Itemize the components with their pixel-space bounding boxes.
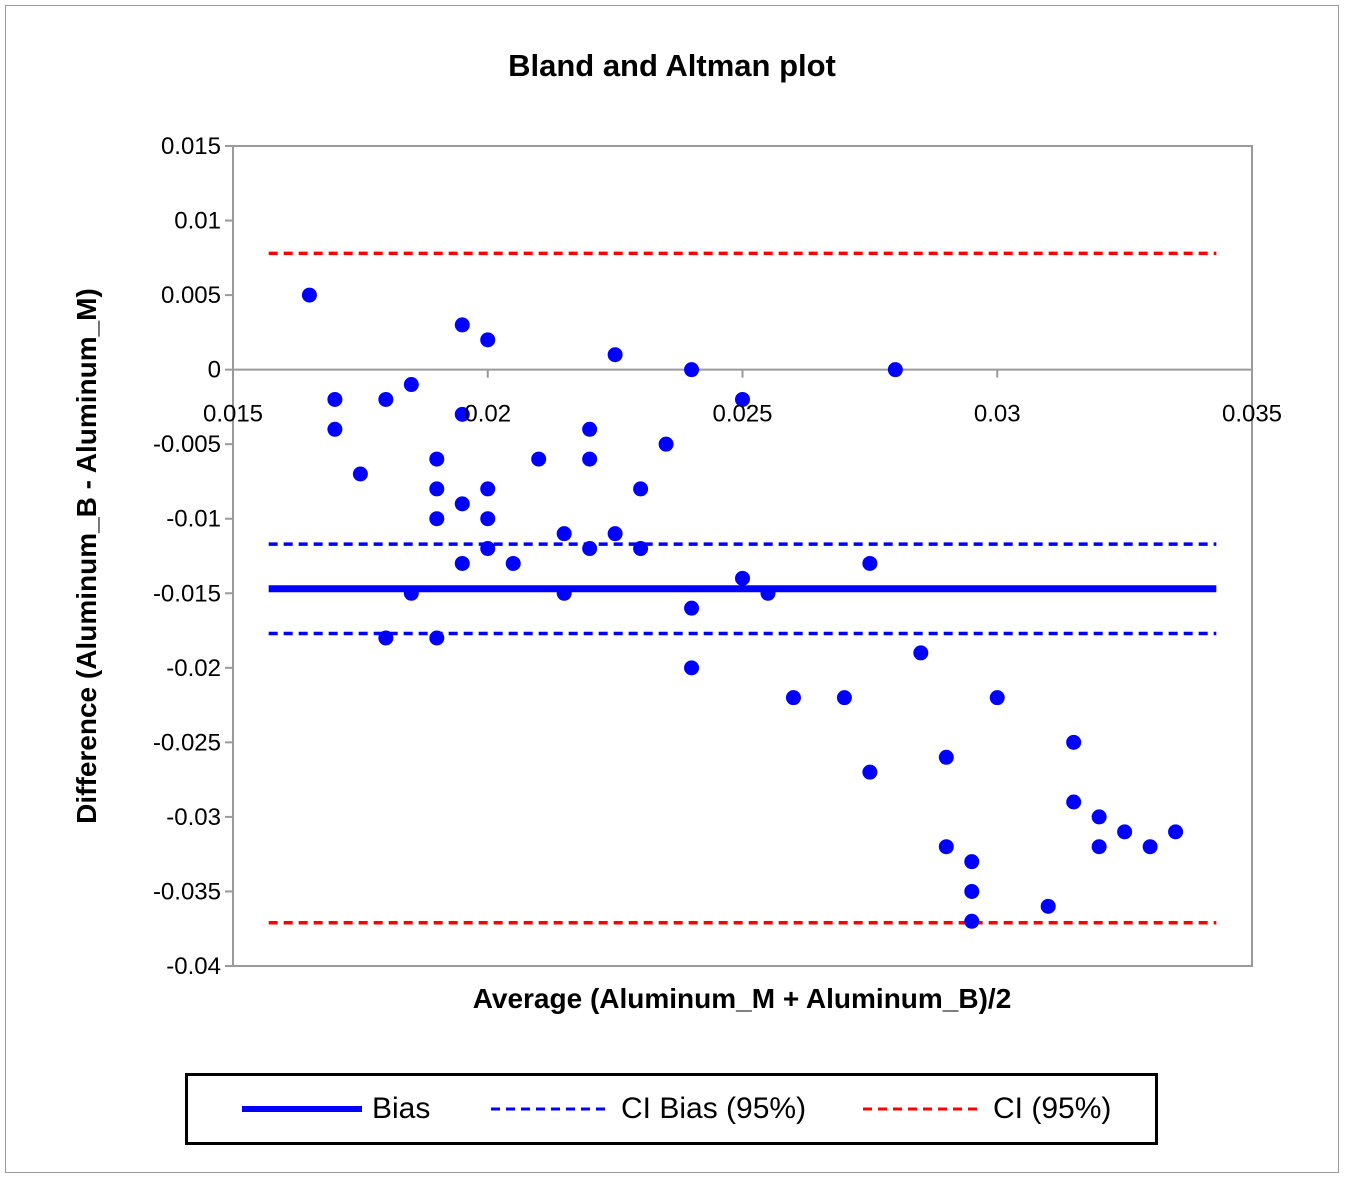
data-point bbox=[760, 585, 776, 601]
legend-item-ci-bias: CI Bias (95%) bbox=[489, 1076, 806, 1142]
chart-title: Bland and Altman plot bbox=[508, 48, 836, 83]
y-tick-label: -0.04 bbox=[166, 953, 221, 980]
y-tick-label: 0.005 bbox=[161, 282, 221, 309]
data-point bbox=[658, 436, 674, 452]
data-points bbox=[301, 287, 1184, 929]
data-point bbox=[582, 421, 598, 437]
data-point bbox=[1066, 794, 1082, 810]
legend-swatch-bias bbox=[242, 1106, 362, 1112]
data-point bbox=[505, 555, 521, 571]
x-tick-label: 0.02 bbox=[464, 401, 511, 428]
data-point bbox=[684, 362, 700, 378]
data-point bbox=[403, 377, 419, 393]
data-point bbox=[607, 526, 623, 542]
x-tick-label: 0.025 bbox=[712, 401, 772, 428]
data-point bbox=[429, 481, 445, 497]
legend-swatch-ci-bias bbox=[491, 1107, 611, 1111]
data-point bbox=[1091, 809, 1107, 825]
data-point bbox=[607, 347, 623, 363]
data-point bbox=[403, 585, 419, 601]
data-point bbox=[556, 526, 572, 542]
y-tick-label: 0.01 bbox=[174, 208, 221, 235]
data-point bbox=[938, 749, 954, 765]
y-tick-label: -0.015 bbox=[153, 580, 221, 607]
plot-border bbox=[232, 145, 1253, 967]
data-point bbox=[582, 451, 598, 467]
data-point bbox=[1040, 898, 1056, 914]
x-axis-title: Average (Aluminum_M + Aluminum_B)/2 bbox=[473, 983, 1012, 1014]
data-point bbox=[989, 690, 1005, 706]
data-point bbox=[964, 854, 980, 870]
data-point bbox=[327, 421, 343, 437]
data-point bbox=[862, 764, 878, 780]
data-point bbox=[454, 317, 470, 333]
data-point bbox=[429, 451, 445, 467]
data-point bbox=[1117, 824, 1133, 840]
legend: Bias CI Bias (95%) CI (95%) bbox=[185, 1073, 1158, 1145]
data-point bbox=[480, 481, 496, 497]
y-axis-title: Difference (Aluminum_B - Aluminum_M) bbox=[71, 288, 102, 824]
data-point bbox=[1066, 734, 1082, 750]
legend-item-ci: CI (95%) bbox=[861, 1076, 1111, 1142]
data-point bbox=[785, 690, 801, 706]
data-point bbox=[327, 391, 343, 407]
y-tick-label: -0.01 bbox=[166, 506, 221, 533]
data-point bbox=[429, 630, 445, 646]
data-point bbox=[480, 332, 496, 348]
data-point bbox=[964, 883, 980, 899]
data-point bbox=[633, 481, 649, 497]
y-tick-label: -0.03 bbox=[166, 804, 221, 831]
data-point bbox=[836, 690, 852, 706]
data-point bbox=[735, 570, 750, 586]
data-point bbox=[913, 645, 929, 661]
legend-swatch-ci bbox=[863, 1107, 983, 1111]
data-point bbox=[964, 913, 980, 929]
data-point bbox=[1142, 839, 1158, 855]
y-tick-label: 0.015 bbox=[161, 133, 221, 160]
x-tick-label: 0.035 bbox=[1222, 401, 1282, 428]
data-point bbox=[352, 466, 368, 482]
data-point bbox=[480, 541, 496, 557]
data-point bbox=[684, 660, 700, 676]
legend-label-bias: Bias bbox=[372, 1092, 431, 1125]
legend-label-ci-bias: CI Bias (95%) bbox=[621, 1092, 807, 1125]
axis-ticks: 0.015 0.01 0.005 0 -0.005 -0.01 -0.015 -0.02 -0.… bbox=[153, 133, 1282, 980]
data-point bbox=[531, 451, 547, 467]
data-point bbox=[454, 406, 470, 422]
reference-lines bbox=[268, 251, 1217, 925]
data-point bbox=[582, 541, 598, 557]
data-point bbox=[1091, 839, 1107, 855]
y-tick-label: -0.02 bbox=[166, 655, 221, 682]
data-point bbox=[684, 600, 700, 616]
data-point bbox=[556, 585, 572, 601]
x-tick-label: 0.015 bbox=[203, 401, 263, 428]
data-point bbox=[1168, 824, 1184, 840]
y-tick-label: -0.025 bbox=[153, 729, 221, 756]
y-tick-label: -0.035 bbox=[153, 878, 221, 905]
data-point bbox=[378, 391, 394, 407]
data-point bbox=[480, 511, 496, 527]
data-point bbox=[301, 287, 317, 303]
data-point bbox=[862, 555, 878, 571]
data-point bbox=[454, 496, 470, 512]
data-point bbox=[938, 839, 954, 855]
legend-label-ci: CI (95%) bbox=[993, 1092, 1112, 1125]
legend-item-bias: Bias bbox=[240, 1076, 430, 1142]
y-tick-label: 0 bbox=[208, 357, 221, 384]
data-point bbox=[887, 362, 903, 378]
data-point bbox=[429, 511, 445, 527]
data-point bbox=[633, 541, 649, 557]
y-tick-label: -0.005 bbox=[153, 431, 221, 458]
x-tick-label: 0.03 bbox=[974, 401, 1021, 428]
data-point bbox=[378, 630, 394, 646]
data-point bbox=[454, 555, 470, 571]
data-point bbox=[735, 391, 750, 407]
